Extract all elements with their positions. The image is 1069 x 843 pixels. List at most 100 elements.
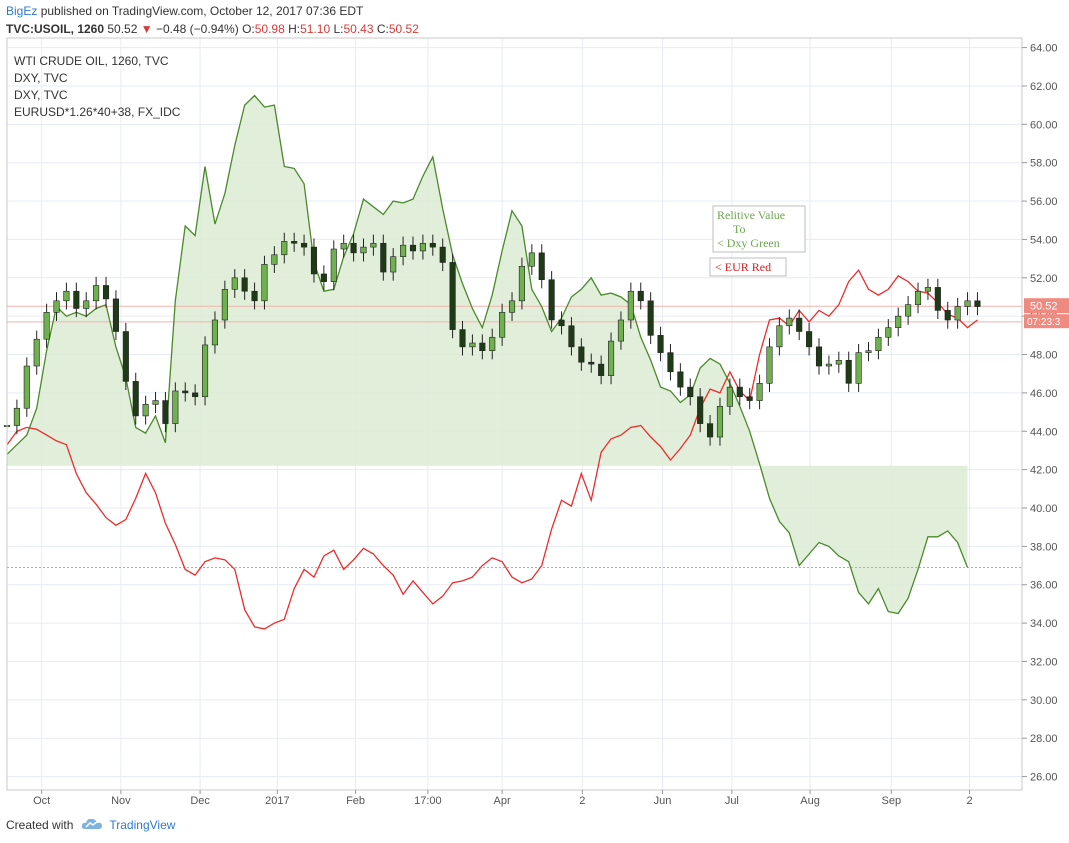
candle-body <box>261 264 268 302</box>
x-tick-label: Oct <box>33 795 50 807</box>
candle-body <box>83 300 90 309</box>
candle-body <box>508 300 516 313</box>
x-tick-label: Aug <box>800 795 820 807</box>
y-tick-label: 38.00 <box>1030 541 1058 553</box>
legend-entry: DXY, TVC <box>14 71 68 85</box>
y-tick-label: 58.00 <box>1030 158 1058 170</box>
red-annotation-label: < EUR Red <box>715 260 771 274</box>
candle-body <box>241 277 248 292</box>
candle-body <box>667 352 674 373</box>
high-value: 51.10 <box>300 22 331 36</box>
candle-body <box>766 346 773 384</box>
tradingview-link[interactable]: TradingView <box>109 818 176 832</box>
candle-body <box>568 325 575 348</box>
candle-body <box>914 290 922 305</box>
candle-body <box>598 363 605 376</box>
candle-body <box>449 262 456 330</box>
candle-body <box>102 285 110 300</box>
candle-body <box>192 392 199 398</box>
candle-body <box>469 342 476 348</box>
x-tick-label: 2017 <box>265 795 289 807</box>
candle-body <box>518 265 525 302</box>
open-value: 50.98 <box>254 22 285 36</box>
candle-body <box>865 350 872 353</box>
close-label: C: <box>376 22 389 36</box>
high-label: H: <box>288 22 301 36</box>
candle-body <box>786 317 793 327</box>
candle-body <box>578 346 585 363</box>
y-tick-label: 64.00 <box>1030 43 1058 55</box>
y-tick-label: 52.00 <box>1030 273 1058 285</box>
candle-body <box>310 246 318 275</box>
candle-body <box>152 400 159 405</box>
candle-body <box>13 407 20 426</box>
candle-body <box>637 290 644 302</box>
candle-body <box>954 306 961 321</box>
low-value: 50.43 <box>343 22 374 36</box>
candle-body <box>182 390 189 394</box>
legend-entry: DXY, TVC <box>14 88 68 102</box>
candle-body <box>360 246 367 254</box>
candle-body <box>726 386 733 407</box>
candle-body <box>845 359 852 384</box>
author-link[interactable]: BigEz <box>6 4 38 18</box>
candle-body <box>162 400 169 424</box>
red-annotation-box <box>709 257 787 277</box>
low-label: L: <box>333 22 344 36</box>
candle-body <box>63 290 70 302</box>
symbol-label: TVC:USOIL, 1260 <box>6 22 105 36</box>
candle-body <box>707 423 714 438</box>
time-badge-label: 07:23:3 <box>1027 317 1061 328</box>
candle-body <box>479 342 486 351</box>
eur-series-line <box>6 268 978 630</box>
green-annotation-line: Relitive Value <box>717 208 785 222</box>
candle-body <box>895 315 902 328</box>
plot-border <box>6 37 1023 791</box>
candle-body <box>548 279 555 321</box>
y-tick-label: 32.00 <box>1030 656 1058 668</box>
candle-body <box>588 361 595 365</box>
candle-body <box>53 300 60 313</box>
candle-body <box>33 338 40 367</box>
candle-body <box>736 386 743 398</box>
green-annotation-line: To <box>733 222 746 236</box>
candle-body <box>934 287 941 311</box>
candle-body <box>201 344 209 398</box>
close-value: 50.52 <box>388 22 419 36</box>
candle-body <box>400 244 407 257</box>
candle-body <box>964 300 971 307</box>
candle-body <box>330 248 337 282</box>
candle-body <box>142 404 149 417</box>
candle-body <box>697 396 704 424</box>
candle-body <box>875 336 882 351</box>
candle-body <box>528 252 535 267</box>
candle-body <box>538 252 545 281</box>
candle-body <box>271 254 278 265</box>
candle-body <box>221 289 228 321</box>
candle-body <box>281 241 288 256</box>
x-tick-label: Nov <box>111 795 131 807</box>
candle-body <box>429 242 436 248</box>
candle-body <box>459 329 466 348</box>
candle-body <box>320 273 327 282</box>
y-tick-label: 56.00 <box>1030 196 1058 208</box>
published-text: published on TradingView.com, October 12… <box>40 4 364 18</box>
candle-body <box>419 242 426 252</box>
time-badge <box>1024 314 1069 329</box>
candle-body <box>885 327 892 338</box>
candle-body <box>301 242 308 248</box>
created-with-text: Created with <box>6 818 74 832</box>
candle-body <box>132 381 139 417</box>
y-tick-label: 26.00 <box>1030 772 1058 784</box>
change-value: −0.48 (−0.94%) <box>155 22 239 36</box>
oil-candles <box>3 232 981 446</box>
candle-body <box>211 319 219 346</box>
candle-body <box>825 363 832 367</box>
candle-body <box>380 242 387 273</box>
x-tick-label: Jun <box>654 795 672 807</box>
y-tick-label: 34.00 <box>1030 618 1058 630</box>
tradingview-cloud-icon <box>81 817 103 833</box>
candle-body <box>558 319 565 327</box>
candle-body <box>687 386 694 398</box>
